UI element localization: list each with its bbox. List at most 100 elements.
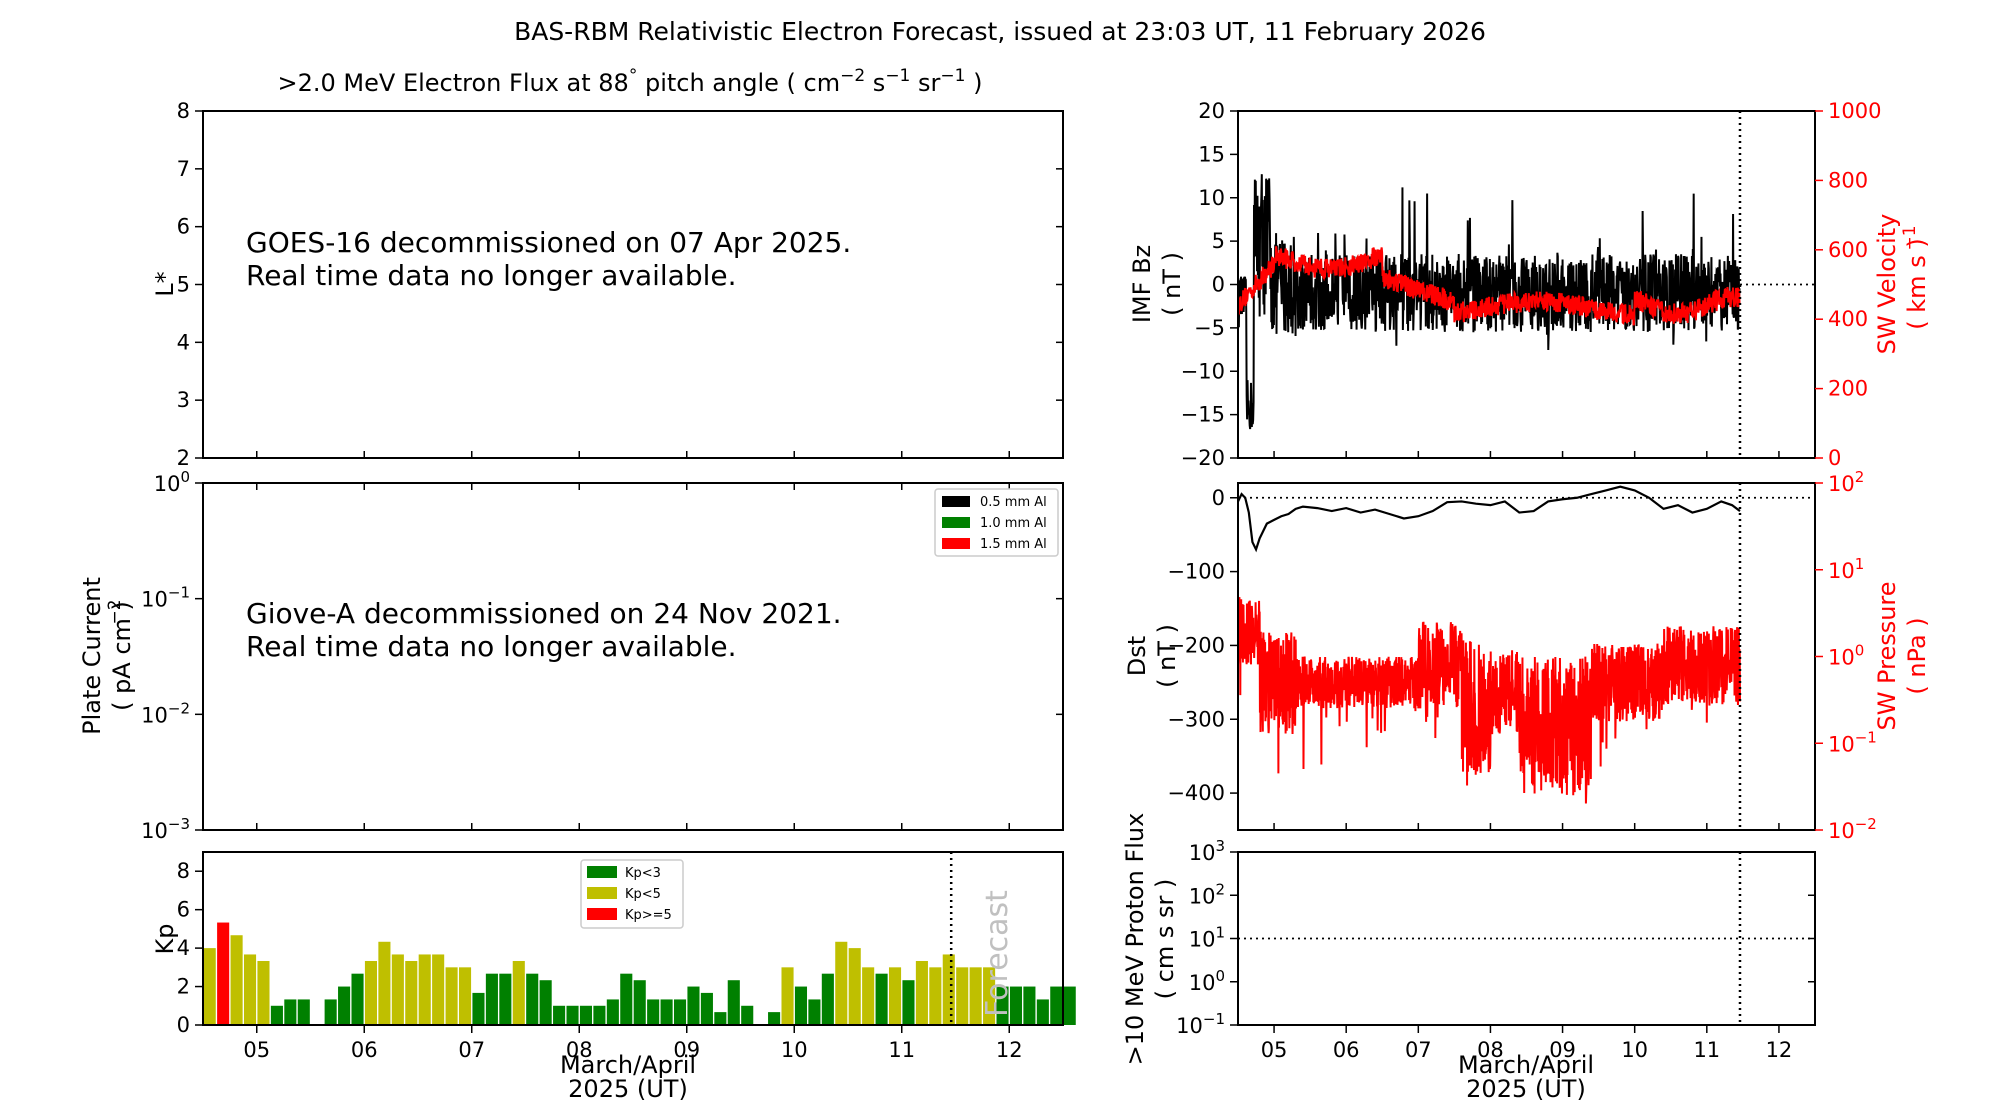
imf-ylabel-line-2: ( nT ) xyxy=(1158,252,1186,316)
flux-message-line-1: GOES-16 decommissioned on 07 Apr 2025. xyxy=(246,226,851,259)
imf-ytick-label: −15 xyxy=(1181,403,1225,427)
plate-ytick-label: 10−2 xyxy=(141,699,190,727)
kp-bar xyxy=(687,986,700,1025)
kp-bar xyxy=(768,1012,781,1025)
kp-bar xyxy=(593,1005,606,1025)
plate-legend-label-0: 0.5 mm Al xyxy=(980,495,1047,510)
imf-ytick2-label: 400 xyxy=(1828,307,1868,331)
plate-legend-label-2: 1.5 mm Al xyxy=(980,537,1047,552)
kp-legend-swatch-0 xyxy=(587,866,617,878)
imf-panel: −20 −15 −10 −5 0 5 10 15 20 0 200 400 600 800 1000 IM… xyxy=(1128,99,1931,470)
kp-bar xyxy=(324,999,337,1025)
dst-xticks xyxy=(1273,823,1780,830)
dst-ytick2-label: 100 xyxy=(1828,642,1864,670)
flux-ytick-label: 2 xyxy=(177,446,190,470)
kp-bar xyxy=(821,973,834,1025)
svg-text:Plate Current: Plate Current xyxy=(78,577,106,735)
kp-xtick-label: 06 xyxy=(351,1038,378,1062)
kp-bars xyxy=(203,922,1076,1025)
proton-xtick-label: 12 xyxy=(1766,1038,1793,1062)
kp-bar xyxy=(1023,986,1036,1025)
flux-ytick-label: 3 xyxy=(177,388,190,412)
dst-ytick2-label: 101 xyxy=(1828,555,1864,583)
sw-velocity-series-line xyxy=(1237,246,1741,326)
kp-bar xyxy=(526,973,539,1025)
proton-ytick-label: 10−1 xyxy=(1176,1010,1225,1038)
kp-legend-label-2: Kp>=5 xyxy=(625,908,672,923)
proton-xticks: 05 06 07 08 09 10 11 12 xyxy=(1261,1025,1793,1062)
dst-ytick-label: 0 xyxy=(1212,486,1225,510)
dst-series xyxy=(1237,485,1741,804)
kp-bar xyxy=(512,960,525,1025)
kp-bar xyxy=(848,948,861,1025)
kp-legend: Kp<3 Kp<5 Kp>=5 xyxy=(580,859,684,929)
kp-xtick-label: 09 xyxy=(673,1038,700,1062)
kp-bar xyxy=(1050,986,1063,1025)
proton-xtick-label: 11 xyxy=(1693,1038,1720,1062)
kp-ytick-label: 4 xyxy=(177,936,190,960)
imf-ytick-label: 0 xyxy=(1212,273,1225,297)
flux-ylabel: L* xyxy=(151,271,179,296)
kp-ytick-label: 6 xyxy=(177,898,190,922)
kp-bar xyxy=(1009,986,1023,1025)
kp-bar xyxy=(606,999,619,1025)
kp-xlabel-line-1: March/April xyxy=(560,1051,696,1079)
imf-ytick2-label: 200 xyxy=(1828,377,1868,401)
dst-ylabel2-line-1: SW Pressure xyxy=(1873,581,1901,730)
kp-bar xyxy=(996,986,1009,1025)
kp-xtick-label: 11 xyxy=(888,1038,915,1062)
plate-legend-swatch-0 xyxy=(942,496,970,507)
kp-bar xyxy=(566,1005,579,1025)
kp-bar xyxy=(741,1005,754,1025)
imf-bz-series-line xyxy=(1237,174,1741,430)
kp-bar xyxy=(942,954,955,1025)
dst-ytick-label: −100 xyxy=(1167,560,1225,584)
plate-axes-frame xyxy=(202,482,1064,831)
kp-bar xyxy=(956,967,969,1025)
svg-text:−2: −2 xyxy=(105,599,125,624)
dst-ytick-label: −400 xyxy=(1167,781,1225,805)
imf-ytick2-label: 800 xyxy=(1828,168,1868,192)
imf-ylabel2-line-1: SW Velocity xyxy=(1873,214,1901,355)
proton-ytick-label: 100 xyxy=(1189,967,1225,995)
imf-ytick-label: −5 xyxy=(1194,316,1225,340)
kp-forecast-label: Forecast xyxy=(980,890,1015,1017)
flux-ytick-label: 5 xyxy=(177,273,190,297)
kp-bar xyxy=(432,954,445,1025)
imf-ytick-label: −20 xyxy=(1181,446,1225,470)
kp-bar xyxy=(351,973,364,1025)
flux-ytick-label: 4 xyxy=(177,330,190,354)
kp-ytick-label: 2 xyxy=(177,975,190,999)
dst-yticks: −400 −300 −200 −100 0 xyxy=(1167,486,1238,805)
imf-xticks xyxy=(1273,451,1780,458)
kp-bar xyxy=(915,960,928,1025)
kp-bar xyxy=(727,980,740,1025)
sw-pressure-series-line xyxy=(1237,597,1741,804)
kp-xtick-label: 12 xyxy=(996,1038,1023,1062)
proton-panel: 103 102 101 100 10−1 05 06 07 08 09 10 11 12 >10 Me… xyxy=(1121,813,1816,1100)
plate-legend: 0.5 mm Al 1.0 mm Al 1.5 mm Al xyxy=(934,488,1059,557)
kp-legend-swatch-1 xyxy=(587,887,617,899)
kp-bar xyxy=(700,992,713,1025)
kp-bar xyxy=(338,986,351,1025)
dst-ytick2-label: 10−2 xyxy=(1828,815,1877,843)
flux-ytick-label: 7 xyxy=(177,157,190,181)
plate-panel: 100 10−1 10−2 10−3 Plate Current ( pA cm ) … xyxy=(78,468,1064,843)
dst-ytick2-label: 10−1 xyxy=(1828,728,1877,756)
figure-title: BAS-RBM Relativistic Electron Forecast, … xyxy=(514,17,1486,46)
kp-ytick-label: 8 xyxy=(177,859,190,883)
kp-bar xyxy=(539,980,552,1025)
proton-xtick-label: 06 xyxy=(1333,1038,1360,1062)
kp-bar xyxy=(217,922,230,1025)
kp-bar xyxy=(445,967,458,1025)
plate-ytick-label: 100 xyxy=(154,468,190,496)
kp-bar xyxy=(983,967,996,1025)
imf-series xyxy=(1237,174,1741,430)
proton-ylabel-line-2: ( cm s sr ) xyxy=(1151,879,1179,1000)
kp-bar xyxy=(579,1005,593,1025)
dst-ytick-label: −300 xyxy=(1167,707,1225,731)
flux-ytick-label: 8 xyxy=(177,99,190,123)
plate-message-line-1: Giove-A decommissioned on 24 Nov 2021. xyxy=(246,597,842,630)
kp-bar xyxy=(714,1012,727,1025)
